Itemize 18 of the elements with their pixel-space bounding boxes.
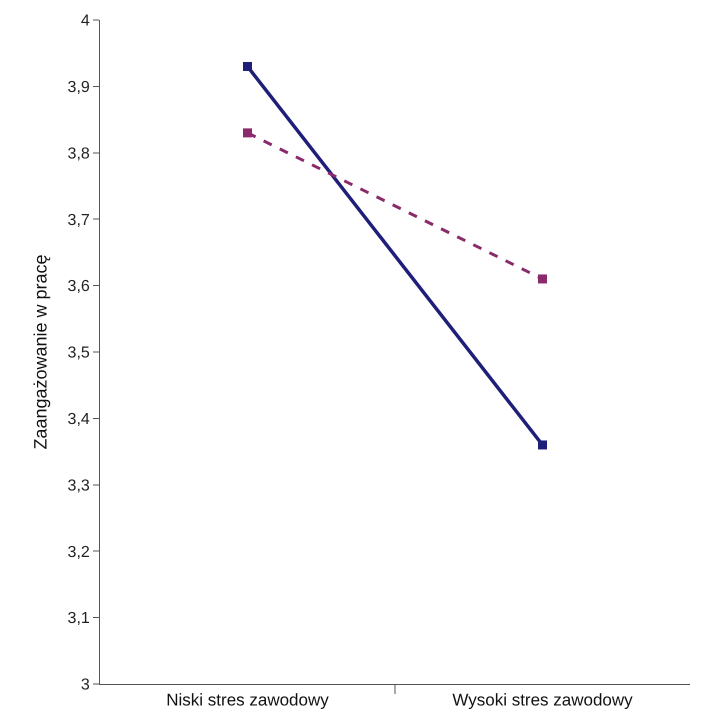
y-tick-label: 3,9: [68, 79, 90, 96]
y-tick-label: 3,3: [68, 477, 90, 494]
y-tick-label: 3,4: [68, 411, 90, 428]
y-tick-label: 3: [80, 676, 90, 694]
y-tick-label: 3,7: [68, 212, 90, 229]
point: [243, 62, 252, 71]
y-tick-label: 4: [80, 12, 90, 30]
x-tick-label: Niski stres zawodowy: [166, 690, 330, 710]
y-tick-label: 3,6: [68, 278, 90, 296]
y-tick-label: 3,1: [68, 610, 90, 628]
y-axis-title: Zaangażowanie w pracę: [30, 254, 51, 450]
point: [538, 440, 547, 450]
point: [243, 128, 252, 138]
y-tick-label: 3,2: [68, 544, 90, 561]
y-tick-label: 3,5: [68, 344, 90, 362]
point: [538, 274, 547, 284]
x-tick-label: Wysoki stres zawodowy: [452, 690, 634, 710]
y-tick-label: 3,8: [68, 145, 90, 162]
